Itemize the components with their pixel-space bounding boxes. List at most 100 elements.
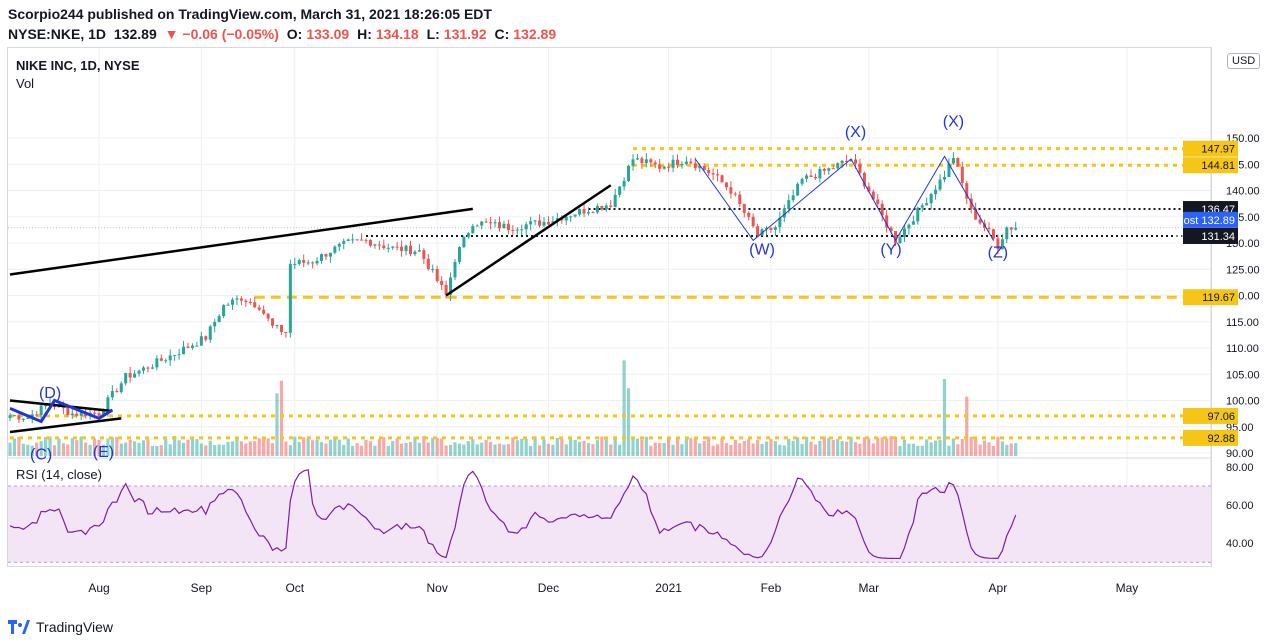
- volume-bar: [586, 443, 591, 456]
- candle-body: [800, 178, 804, 184]
- candle-body: [925, 203, 929, 206]
- candle-body: [208, 326, 212, 340]
- volume-bar: [61, 443, 65, 456]
- candle-body: [622, 180, 626, 187]
- candle-body: [231, 299, 234, 305]
- volume-bar: [275, 393, 279, 456]
- x-tick-label: 2021: [655, 581, 682, 595]
- candle-body: [164, 360, 168, 362]
- candle-body: [471, 225, 475, 234]
- candle-body: [213, 321, 217, 327]
- volume-bar: [738, 443, 742, 456]
- volume-bar: [248, 441, 252, 456]
- volume-bar: [756, 439, 760, 456]
- candle-body: [836, 163, 840, 169]
- candle-body: [658, 164, 662, 169]
- volume-bar: [520, 438, 524, 456]
- volume-bar: [662, 443, 666, 456]
- volume-bar: [555, 437, 559, 456]
- volume-bar: [591, 444, 595, 456]
- candle-body: [716, 174, 720, 176]
- candle-body: [635, 158, 639, 160]
- candle-body: [106, 397, 110, 411]
- volume-bar: [853, 442, 858, 456]
- wave-label: (Z): [988, 245, 1008, 262]
- volume-bar: [595, 440, 599, 456]
- candle-body: [177, 354, 181, 356]
- volume-bar: [395, 438, 399, 456]
- candle-body: [351, 239, 355, 241]
- candle-body: [920, 205, 924, 208]
- volume-bar: [649, 445, 653, 456]
- x-tick-label: Apr: [989, 581, 1008, 595]
- volume-bar: [12, 438, 17, 456]
- candle-body: [400, 246, 404, 252]
- candle-body: [907, 224, 911, 229]
- volume-bar: [1009, 443, 1013, 456]
- volume-bar: [208, 440, 212, 456]
- candle-body: [711, 173, 715, 175]
- candle-body: [302, 260, 306, 263]
- price-label-text: 119.67: [1202, 292, 1235, 304]
- candle-body: [546, 222, 550, 225]
- volume-bar: [893, 436, 898, 456]
- volume-bar: [466, 441, 470, 456]
- volume-bar: [889, 436, 893, 456]
- volume-bar: [288, 445, 292, 456]
- volume-bar: [560, 439, 564, 456]
- volume-bar: [934, 440, 938, 456]
- candle-body: [765, 227, 768, 230]
- volume-bar: [226, 441, 230, 456]
- volume-bar: [885, 438, 889, 456]
- horizontal-levels: [8, 147, 1211, 440]
- candle-body: [70, 413, 74, 416]
- close-label: C:: [494, 26, 510, 42]
- candle-body: [529, 221, 533, 225]
- candle-body: [217, 316, 221, 322]
- candle-body: [204, 336, 208, 340]
- candle-body: [582, 209, 586, 214]
- volume-bar: [324, 443, 328, 456]
- candle-body: [155, 358, 159, 368]
- volume-bar: [386, 445, 390, 456]
- candle-body: [266, 313, 270, 319]
- price-label-text: 97.06: [1207, 411, 1235, 423]
- volume-bar: [733, 439, 737, 456]
- x-tick-label: Nov: [427, 581, 448, 595]
- candle-body: [364, 239, 368, 241]
- volume-bar: [311, 440, 315, 456]
- candle-body: [929, 194, 933, 204]
- candle-body: [960, 166, 964, 184]
- candle-body: [493, 222, 497, 224]
- x-tick-label: Aug: [88, 581, 109, 595]
- volume-bar: [778, 444, 782, 456]
- volume-bar: [66, 444, 70, 456]
- volume-bar: [747, 439, 751, 456]
- volume-bar: [230, 441, 235, 456]
- candle-body: [346, 239, 350, 242]
- candle-body: [119, 383, 123, 393]
- volume-bar: [119, 443, 123, 456]
- candle-body: [324, 254, 328, 257]
- volume-bar: [600, 436, 604, 456]
- candle-body: [564, 216, 568, 221]
- candle-body: [97, 413, 101, 416]
- currency-label[interactable]: USD: [1227, 53, 1261, 69]
- volume-bar: [475, 444, 479, 456]
- y-tick-label: 125.00: [1226, 264, 1260, 276]
- candle-body: [849, 159, 853, 162]
- tradingview-logo-icon: [8, 620, 30, 634]
- trend-line: [9, 399, 113, 413]
- candle-body: [373, 244, 377, 246]
- high-value: 134.18: [375, 26, 419, 42]
- footer: TradingView: [8, 619, 113, 635]
- volume-bar: [39, 441, 43, 456]
- volume-bar: [400, 443, 404, 456]
- price-label-tag: [1183, 157, 1238, 174]
- volume-bar: [689, 438, 693, 456]
- volume-bar: [190, 436, 195, 456]
- volume-bar: [537, 445, 542, 456]
- y-tick-label: 105.00: [1226, 369, 1260, 381]
- candle-body: [186, 346, 190, 348]
